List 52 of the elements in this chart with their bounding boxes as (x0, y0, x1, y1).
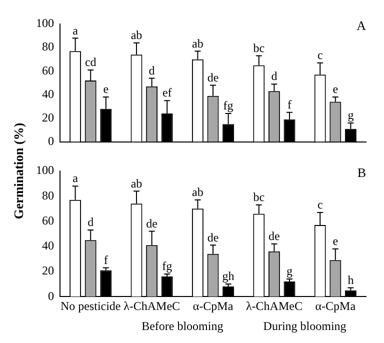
y-tick-label: 80 (42, 188, 54, 202)
data-label: gh (222, 269, 234, 284)
data-label: d (148, 63, 155, 78)
data-label: fg (223, 98, 234, 113)
data-label: e (103, 82, 109, 96)
data-label: f (288, 98, 292, 112)
y-tick-label: 20 (42, 264, 54, 278)
text: During blooming (263, 319, 346, 334)
data-label: e (332, 234, 338, 248)
x-tick-label: No pesticide (60, 298, 121, 313)
y-tick-label: 80 (42, 40, 54, 54)
data-label: ef (162, 86, 172, 100)
data-label: a (72, 23, 79, 38)
data-label: ab (130, 28, 142, 42)
data-label: ab (130, 176, 142, 190)
data-label: de (146, 216, 158, 230)
data-label: de (207, 70, 219, 84)
x-tick-label: λ-ChAMeC (124, 298, 180, 313)
text: Before blooming (142, 319, 224, 334)
y-tick-label: 60 (42, 63, 54, 78)
data-label: a (72, 171, 79, 186)
y-axis-title: Germination (%) (11, 122, 27, 220)
data-label: ab (192, 36, 204, 50)
y-tick-label: 100 (36, 163, 54, 178)
x-tick-label: λ-ChAMeC (246, 298, 302, 313)
data-label: g (348, 108, 354, 122)
data-label: bc (253, 40, 265, 55)
data-label: d (271, 69, 278, 84)
data-label: g (286, 264, 292, 278)
data-label: bc (253, 190, 265, 204)
y-tick-label: 60 (42, 213, 54, 228)
y-tick-label: 100 (36, 16, 54, 30)
x-tick-label: α-CpMa (315, 298, 356, 313)
x-tick-label: α-CpMa (192, 298, 234, 313)
data-label: c (317, 198, 323, 212)
chart-title: A (356, 18, 367, 33)
data-label: cd (84, 55, 96, 70)
y-tick-label: 0 (48, 288, 54, 303)
data-label: de (207, 230, 219, 244)
data-label: d (88, 215, 94, 230)
data-label: h (348, 272, 354, 287)
y-tick-label: 40 (42, 238, 54, 253)
y-tick-label: 20 (42, 110, 54, 124)
data-label: ab (192, 185, 204, 200)
data-label: f (104, 252, 108, 267)
data-label: de (268, 229, 280, 244)
y-tick-label: 0 (48, 134, 54, 148)
chart-title: B (357, 164, 366, 180)
data-label: e (332, 82, 338, 96)
y-tick-label: 40 (42, 86, 54, 101)
data-label: c (317, 48, 323, 62)
data-label: fg (162, 259, 172, 274)
